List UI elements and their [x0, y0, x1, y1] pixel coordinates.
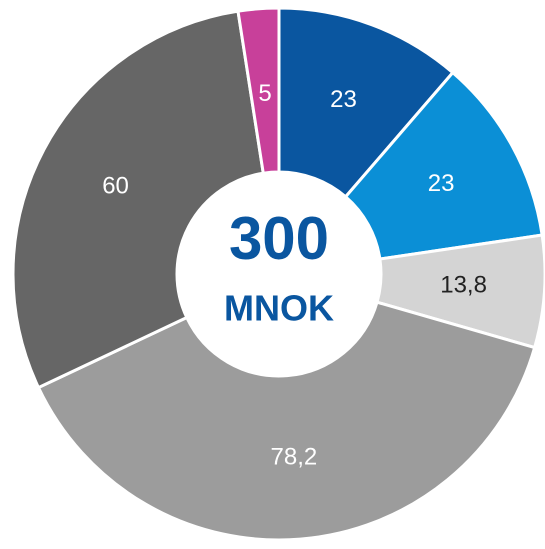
donut-slice [277, 6, 455, 199]
center-subtitle: MNOK [224, 288, 334, 329]
data-label: 23 [330, 86, 357, 113]
data-label: 60 [102, 173, 129, 200]
data-label: 13,8 [440, 272, 487, 299]
data-label: 5 [258, 80, 271, 107]
data-label: 23 [428, 170, 455, 197]
donut-slice [236, 6, 281, 175]
center-title: 300 [229, 205, 329, 272]
donut-slice [343, 70, 544, 261]
data-label: 78,2 [271, 444, 318, 471]
donut-slice [36, 300, 537, 542]
donut-slice [11, 9, 265, 390]
